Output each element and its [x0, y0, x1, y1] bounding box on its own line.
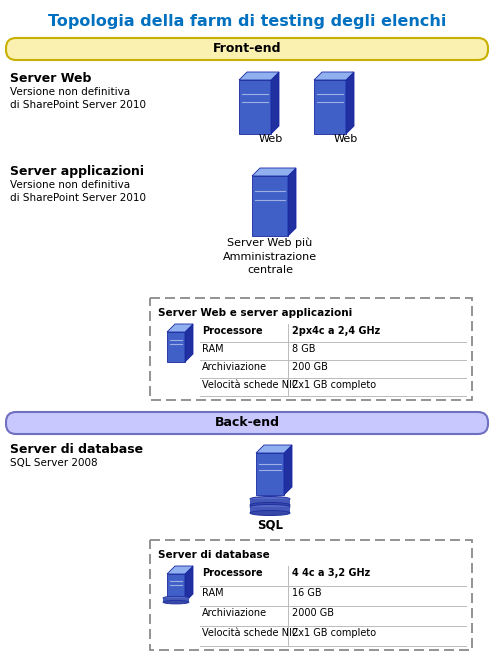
Polygon shape — [185, 566, 193, 602]
Polygon shape — [252, 176, 288, 236]
Text: SQL Server 2008: SQL Server 2008 — [10, 458, 98, 468]
Text: Server Web più
Amministrazione
centrale: Server Web più Amministrazione centrale — [223, 238, 317, 275]
Text: Velocità schede NIC: Velocità schede NIC — [202, 380, 299, 390]
Text: Web: Web — [259, 134, 283, 144]
Text: Processore: Processore — [202, 568, 263, 578]
Text: RAM: RAM — [202, 344, 224, 354]
Ellipse shape — [250, 511, 290, 515]
Text: Archiviazione: Archiviazione — [202, 362, 267, 372]
Polygon shape — [239, 80, 271, 134]
Text: Versione non definitiva
di SharePoint Server 2010: Versione non definitiva di SharePoint Se… — [10, 180, 146, 203]
Polygon shape — [256, 445, 292, 453]
Text: 2x1 GB completo: 2x1 GB completo — [292, 628, 376, 638]
Text: Web: Web — [334, 134, 358, 144]
Bar — [150, 540, 472, 650]
Text: 2x1 GB completo: 2x1 GB completo — [292, 380, 376, 390]
FancyBboxPatch shape — [6, 38, 488, 60]
Polygon shape — [239, 72, 279, 80]
Polygon shape — [163, 598, 189, 602]
Polygon shape — [167, 332, 185, 362]
Polygon shape — [167, 574, 185, 602]
Text: 16 GB: 16 GB — [292, 588, 322, 598]
Polygon shape — [167, 566, 193, 574]
Bar — [150, 298, 472, 400]
Polygon shape — [314, 80, 346, 134]
Text: Versione non definitiva
di SharePoint Server 2010: Versione non definitiva di SharePoint Se… — [10, 87, 146, 110]
Text: RAM: RAM — [202, 588, 224, 598]
Polygon shape — [346, 72, 354, 134]
Text: Topologia della farm di testing degli elenchi: Topologia della farm di testing degli el… — [48, 14, 446, 29]
Polygon shape — [167, 324, 193, 332]
Text: Server Web e server applicazioni: Server Web e server applicazioni — [158, 308, 352, 318]
Ellipse shape — [163, 596, 189, 599]
Text: Back-end: Back-end — [214, 417, 280, 429]
Text: Server applicazioni: Server applicazioni — [10, 165, 144, 178]
Polygon shape — [250, 499, 290, 505]
Text: 200 GB: 200 GB — [292, 362, 328, 372]
Polygon shape — [250, 507, 290, 513]
Polygon shape — [314, 72, 354, 80]
Ellipse shape — [163, 601, 189, 604]
Ellipse shape — [250, 503, 290, 507]
Text: 2000 GB: 2000 GB — [292, 608, 334, 618]
Polygon shape — [271, 72, 279, 134]
Polygon shape — [252, 168, 296, 176]
Text: Front-end: Front-end — [213, 42, 281, 56]
Polygon shape — [284, 445, 292, 495]
Polygon shape — [185, 324, 193, 362]
Text: Velocità schede NIC: Velocità schede NIC — [202, 628, 299, 638]
Text: Server Web: Server Web — [10, 72, 91, 85]
Text: Server di database: Server di database — [158, 550, 270, 560]
Ellipse shape — [250, 505, 290, 509]
Polygon shape — [256, 453, 284, 495]
Text: 8 GB: 8 GB — [292, 344, 316, 354]
Text: 2px4c a 2,4 GHz: 2px4c a 2,4 GHz — [292, 326, 380, 336]
Text: Server di database: Server di database — [10, 443, 143, 456]
Text: Processore: Processore — [202, 326, 263, 336]
Text: Archiviazione: Archiviazione — [202, 608, 267, 618]
Ellipse shape — [250, 497, 290, 501]
Text: 4 4c a 3,2 GHz: 4 4c a 3,2 GHz — [292, 568, 370, 578]
FancyBboxPatch shape — [6, 412, 488, 434]
Text: SQL: SQL — [257, 518, 283, 531]
Polygon shape — [288, 168, 296, 236]
